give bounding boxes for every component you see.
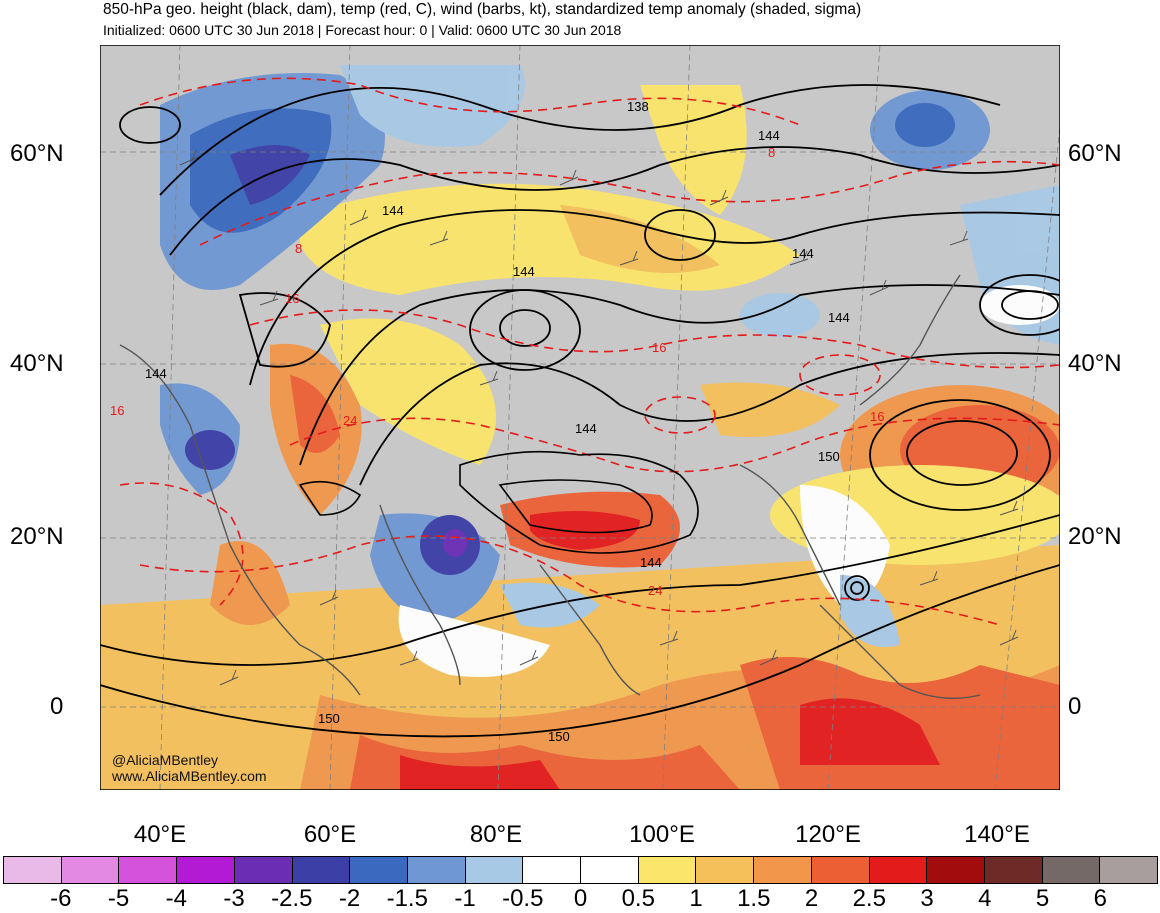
temp-label-24: 24 bbox=[648, 583, 662, 598]
lat-label-40n-left: 40°N bbox=[10, 350, 64, 377]
height-label-144: 144 bbox=[792, 246, 814, 261]
height-label-150: 150 bbox=[818, 449, 840, 464]
lat-label-60n-left: 60°N bbox=[10, 140, 64, 167]
colorbar-swatch bbox=[292, 856, 351, 884]
temp-label-16: 16 bbox=[870, 409, 884, 424]
colorbar-swatch bbox=[465, 856, 524, 884]
colorbar-swatch bbox=[984, 856, 1043, 884]
height-label-144: 144 bbox=[145, 366, 167, 381]
colorbar-swatch bbox=[581, 856, 639, 884]
height-label-144: 144 bbox=[575, 421, 597, 436]
height-label-144: 144 bbox=[513, 264, 535, 279]
colorbar-tick-label: -4 bbox=[165, 885, 187, 912]
colorbar-swatch bbox=[696, 856, 755, 884]
lat-label-20n-left: 20°N bbox=[10, 523, 64, 550]
colorbar-tick-label: -5 bbox=[107, 885, 130, 912]
height-label-144: 144 bbox=[382, 203, 404, 218]
colorbar-swatch bbox=[407, 856, 466, 884]
wind-barbs bbox=[179, 149, 1019, 686]
temp-label-24: 24 bbox=[343, 413, 357, 428]
height-label-144: 144 bbox=[758, 128, 780, 143]
credit-website[interactable]: www.AliciaMBentley.com bbox=[112, 768, 267, 784]
colorbar-tick-label: 0.5 bbox=[621, 885, 655, 912]
colorbar-tick-label: -2 bbox=[338, 885, 361, 912]
temp-label-8: 8 bbox=[295, 241, 302, 256]
colorbar-swatch bbox=[811, 856, 870, 884]
lat-label-40n-right: 40°N bbox=[1068, 350, 1122, 377]
colorbar-tick-label: 2.5 bbox=[852, 885, 886, 912]
lat-label-20n-right: 20°N bbox=[1068, 523, 1122, 550]
temp-label-16: 16 bbox=[110, 403, 124, 418]
colorbar-tick-label: -1 bbox=[454, 885, 476, 912]
chart-subtitle: Initialized: 0600 UTC 30 Jun 2018 | Fore… bbox=[103, 22, 622, 38]
height-label-150: 150 bbox=[318, 711, 340, 726]
height-label-144: 144 bbox=[640, 555, 662, 570]
weather-map: 138 144 144 144 144 144 144 144 144 150 … bbox=[100, 45, 1060, 790]
colorbar-tick-label: -3 bbox=[223, 885, 245, 912]
lon-label-80e: 80°E bbox=[469, 821, 523, 848]
colorbar-swatch bbox=[1100, 856, 1159, 884]
colorbar-swatch bbox=[754, 856, 812, 884]
colorbar-swatch bbox=[638, 856, 697, 884]
anomaly-shading bbox=[100, 65, 1060, 790]
colorbar-tick-label: 5 bbox=[1035, 885, 1050, 912]
colorbar-swatch bbox=[1042, 856, 1101, 884]
colorbar-tick-label: -6 bbox=[50, 885, 72, 912]
height-label-138: 138 bbox=[627, 99, 649, 114]
colorbar-tick-label: 6 bbox=[1093, 885, 1107, 912]
colorbar-tick-label: 1.5 bbox=[737, 885, 771, 912]
lat-label-0-left: 0 bbox=[50, 693, 64, 720]
height-label-144: 144 bbox=[828, 310, 850, 325]
colorbar-tick-label: -2.5 bbox=[271, 885, 313, 912]
colorbar-swatch bbox=[869, 856, 928, 884]
colorbar-swatch bbox=[234, 856, 293, 884]
temp-label-16: 16 bbox=[285, 291, 299, 306]
lon-label-100e: 100°E bbox=[629, 821, 695, 848]
colorbar-tick-label: -1.5 bbox=[386, 885, 428, 912]
colorbar-tick-label: 1 bbox=[689, 885, 703, 912]
lon-label-140e: 140°E bbox=[964, 821, 1030, 848]
coastlines bbox=[119, 274, 981, 699]
temperature-contours bbox=[119, 77, 1060, 626]
colorbar-tick-label: 2 bbox=[804, 885, 819, 912]
height-label-150: 150 bbox=[548, 729, 570, 744]
lat-label-0-right: 0 bbox=[1068, 693, 1082, 720]
colorbar-tick-label: -0.5 bbox=[502, 885, 544, 912]
lon-label-40e: 40°E bbox=[133, 821, 187, 848]
temp-label-8: 8 bbox=[768, 145, 775, 160]
lon-label-60e: 60°E bbox=[303, 821, 357, 848]
colorbar-swatch bbox=[3, 856, 62, 884]
colorbar-tick-label: 0 bbox=[573, 885, 588, 912]
lon-label-120e: 120°E bbox=[795, 821, 861, 848]
lat-label-60n-right: 60°N bbox=[1068, 140, 1122, 167]
colorbar-swatch bbox=[350, 856, 408, 884]
chart-title: 850-hPa geo. height (black, dam), temp (… bbox=[103, 1, 862, 18]
colorbar bbox=[3, 856, 1159, 884]
colorbar-swatch bbox=[177, 856, 235, 884]
height-contours bbox=[100, 84, 1060, 738]
terrain-outline bbox=[298, 450, 699, 554]
colorbar-tick-label: 3 bbox=[920, 885, 934, 912]
colorbar-swatch bbox=[61, 856, 120, 884]
colorbar-tick-label: 4 bbox=[978, 885, 992, 912]
colorbar-swatch bbox=[119, 856, 178, 884]
temp-label-16: 16 bbox=[652, 340, 666, 355]
credit-handle: @AliciaMBentley bbox=[112, 752, 219, 768]
colorbar-swatch bbox=[927, 856, 985, 884]
colorbar-swatch bbox=[523, 856, 582, 884]
